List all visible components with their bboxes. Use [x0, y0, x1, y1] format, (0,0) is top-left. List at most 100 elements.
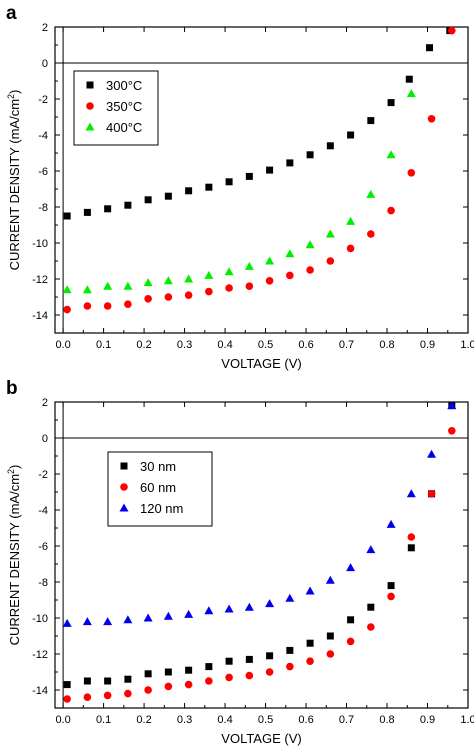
x-axis-title: VOLTAGE (V) [221, 356, 301, 371]
data-point [285, 249, 295, 258]
y-tick-label: 2 [42, 397, 48, 409]
plot-frame [54, 26, 469, 334]
y-axis-title-superscript: 2 [6, 469, 16, 474]
data-point [306, 266, 314, 274]
data-point [265, 277, 274, 285]
y-tick-label: -14 [32, 685, 48, 697]
data-point [407, 169, 416, 177]
data-point [63, 212, 71, 220]
legend-label: 60 nm [140, 480, 176, 495]
y-axis-title-end: ) [7, 90, 22, 94]
data-point [285, 593, 295, 602]
data-point [123, 281, 133, 290]
data-point [164, 192, 172, 200]
y-tick-label: -6 [38, 166, 48, 178]
data-point [427, 115, 436, 123]
y-tick-label: -8 [38, 202, 48, 214]
data-point [82, 285, 92, 294]
data-point [63, 695, 71, 703]
data-point [184, 274, 194, 283]
data-point [347, 616, 355, 624]
data-point [407, 533, 416, 541]
data-point [225, 673, 233, 682]
data-point [407, 544, 415, 552]
data-point [244, 261, 254, 270]
x-tick-label: 0.6 [298, 339, 313, 351]
data-point [367, 117, 375, 125]
y-axis-title-main: CURRENT DENSITY (mA/cm [7, 99, 22, 270]
data-point [225, 657, 233, 665]
data-point [326, 142, 334, 150]
data-point [83, 208, 91, 216]
legend-label: 120 nm [140, 501, 183, 516]
series-2 [62, 401, 457, 627]
data-point [306, 639, 314, 647]
y-tick-label: -2 [38, 469, 48, 481]
y-tick-label: -10 [32, 613, 48, 625]
data-point [62, 618, 72, 627]
x-tick-label: 0.5 [258, 714, 273, 726]
legend-marker [85, 122, 95, 131]
data-point [448, 26, 456, 35]
data-point [103, 617, 113, 626]
y-tick-label: 0 [42, 58, 48, 70]
data-point [143, 613, 153, 622]
data-point [367, 623, 375, 631]
legend-label: 400°C [106, 120, 142, 135]
x-tick-label: 0.2 [136, 714, 151, 726]
data-point [164, 668, 172, 676]
x-tick-label: 0.1 [96, 714, 111, 726]
data-point [144, 686, 152, 694]
x-tick-label: 0.1 [96, 339, 111, 351]
data-point [386, 150, 396, 159]
data-point [164, 293, 173, 301]
data-point [104, 677, 112, 685]
panel-letter: b [6, 378, 18, 399]
data-point [406, 489, 416, 498]
data-point [386, 519, 396, 528]
y-tick-label: -4 [38, 505, 48, 517]
x-tick-label: 0.0 [55, 339, 70, 351]
data-point [387, 592, 395, 601]
data-point [83, 677, 91, 685]
data-point [63, 305, 71, 314]
data-point [82, 617, 92, 626]
legend-marker [86, 81, 94, 89]
data-point [427, 449, 437, 458]
data-point [427, 490, 436, 498]
legend-label: 30 nm [140, 459, 176, 474]
y-tick-label: -6 [38, 541, 48, 553]
data-point [387, 582, 395, 590]
data-point [266, 652, 274, 660]
data-point [225, 178, 233, 186]
data-point [124, 201, 132, 209]
data-point [144, 670, 152, 678]
y-tick-label: -10 [32, 238, 48, 250]
data-point [305, 586, 315, 595]
y-tick-label: 2 [42, 22, 48, 34]
x-tick-label: 1.0 [460, 714, 474, 726]
legend-label: 350°C [106, 99, 142, 114]
data-point [265, 599, 275, 608]
x-tick-label: 1.0 [460, 339, 474, 351]
data-point [306, 657, 314, 665]
data-point [306, 151, 314, 159]
series-2 [62, 89, 416, 294]
data-point [144, 295, 152, 303]
data-point [286, 271, 294, 280]
data-point [286, 646, 294, 654]
y-tick-label: -8 [38, 577, 48, 589]
data-point [426, 44, 434, 52]
series-0 [63, 402, 456, 689]
data-point [205, 677, 213, 685]
data-point [387, 206, 395, 215]
y-axis-title: CURRENT DENSITY (mA/cm2) [6, 465, 22, 646]
data-point [448, 427, 456, 435]
x-tick-label: 0.6 [298, 714, 313, 726]
data-point [245, 655, 253, 663]
data-point [325, 229, 335, 238]
data-point [63, 681, 71, 689]
data-point [405, 75, 413, 83]
data-point [326, 632, 334, 640]
data-point [367, 603, 375, 611]
